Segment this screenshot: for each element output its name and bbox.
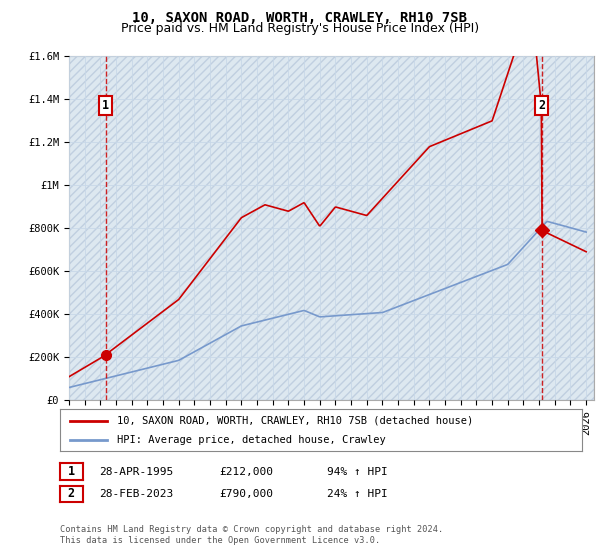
Text: 28-APR-1995: 28-APR-1995 [99, 466, 173, 477]
Text: 94% ↑ HPI: 94% ↑ HPI [327, 466, 388, 477]
Text: £212,000: £212,000 [219, 466, 273, 477]
Text: 24% ↑ HPI: 24% ↑ HPI [327, 489, 388, 499]
Text: 10, SAXON ROAD, WORTH, CRAWLEY, RH10 7SB: 10, SAXON ROAD, WORTH, CRAWLEY, RH10 7SB [133, 11, 467, 25]
Text: 10, SAXON ROAD, WORTH, CRAWLEY, RH10 7SB (detached house): 10, SAXON ROAD, WORTH, CRAWLEY, RH10 7SB… [118, 416, 473, 426]
Text: £790,000: £790,000 [219, 489, 273, 499]
Text: Contains HM Land Registry data © Crown copyright and database right 2024.
This d: Contains HM Land Registry data © Crown c… [60, 525, 443, 545]
Text: Price paid vs. HM Land Registry's House Price Index (HPI): Price paid vs. HM Land Registry's House … [121, 22, 479, 35]
Text: 2: 2 [538, 100, 545, 113]
Text: 2: 2 [68, 487, 75, 501]
Text: 1: 1 [102, 100, 109, 113]
Text: 1: 1 [68, 465, 75, 478]
Text: 28-FEB-2023: 28-FEB-2023 [99, 489, 173, 499]
Text: HPI: Average price, detached house, Crawley: HPI: Average price, detached house, Craw… [118, 435, 386, 445]
